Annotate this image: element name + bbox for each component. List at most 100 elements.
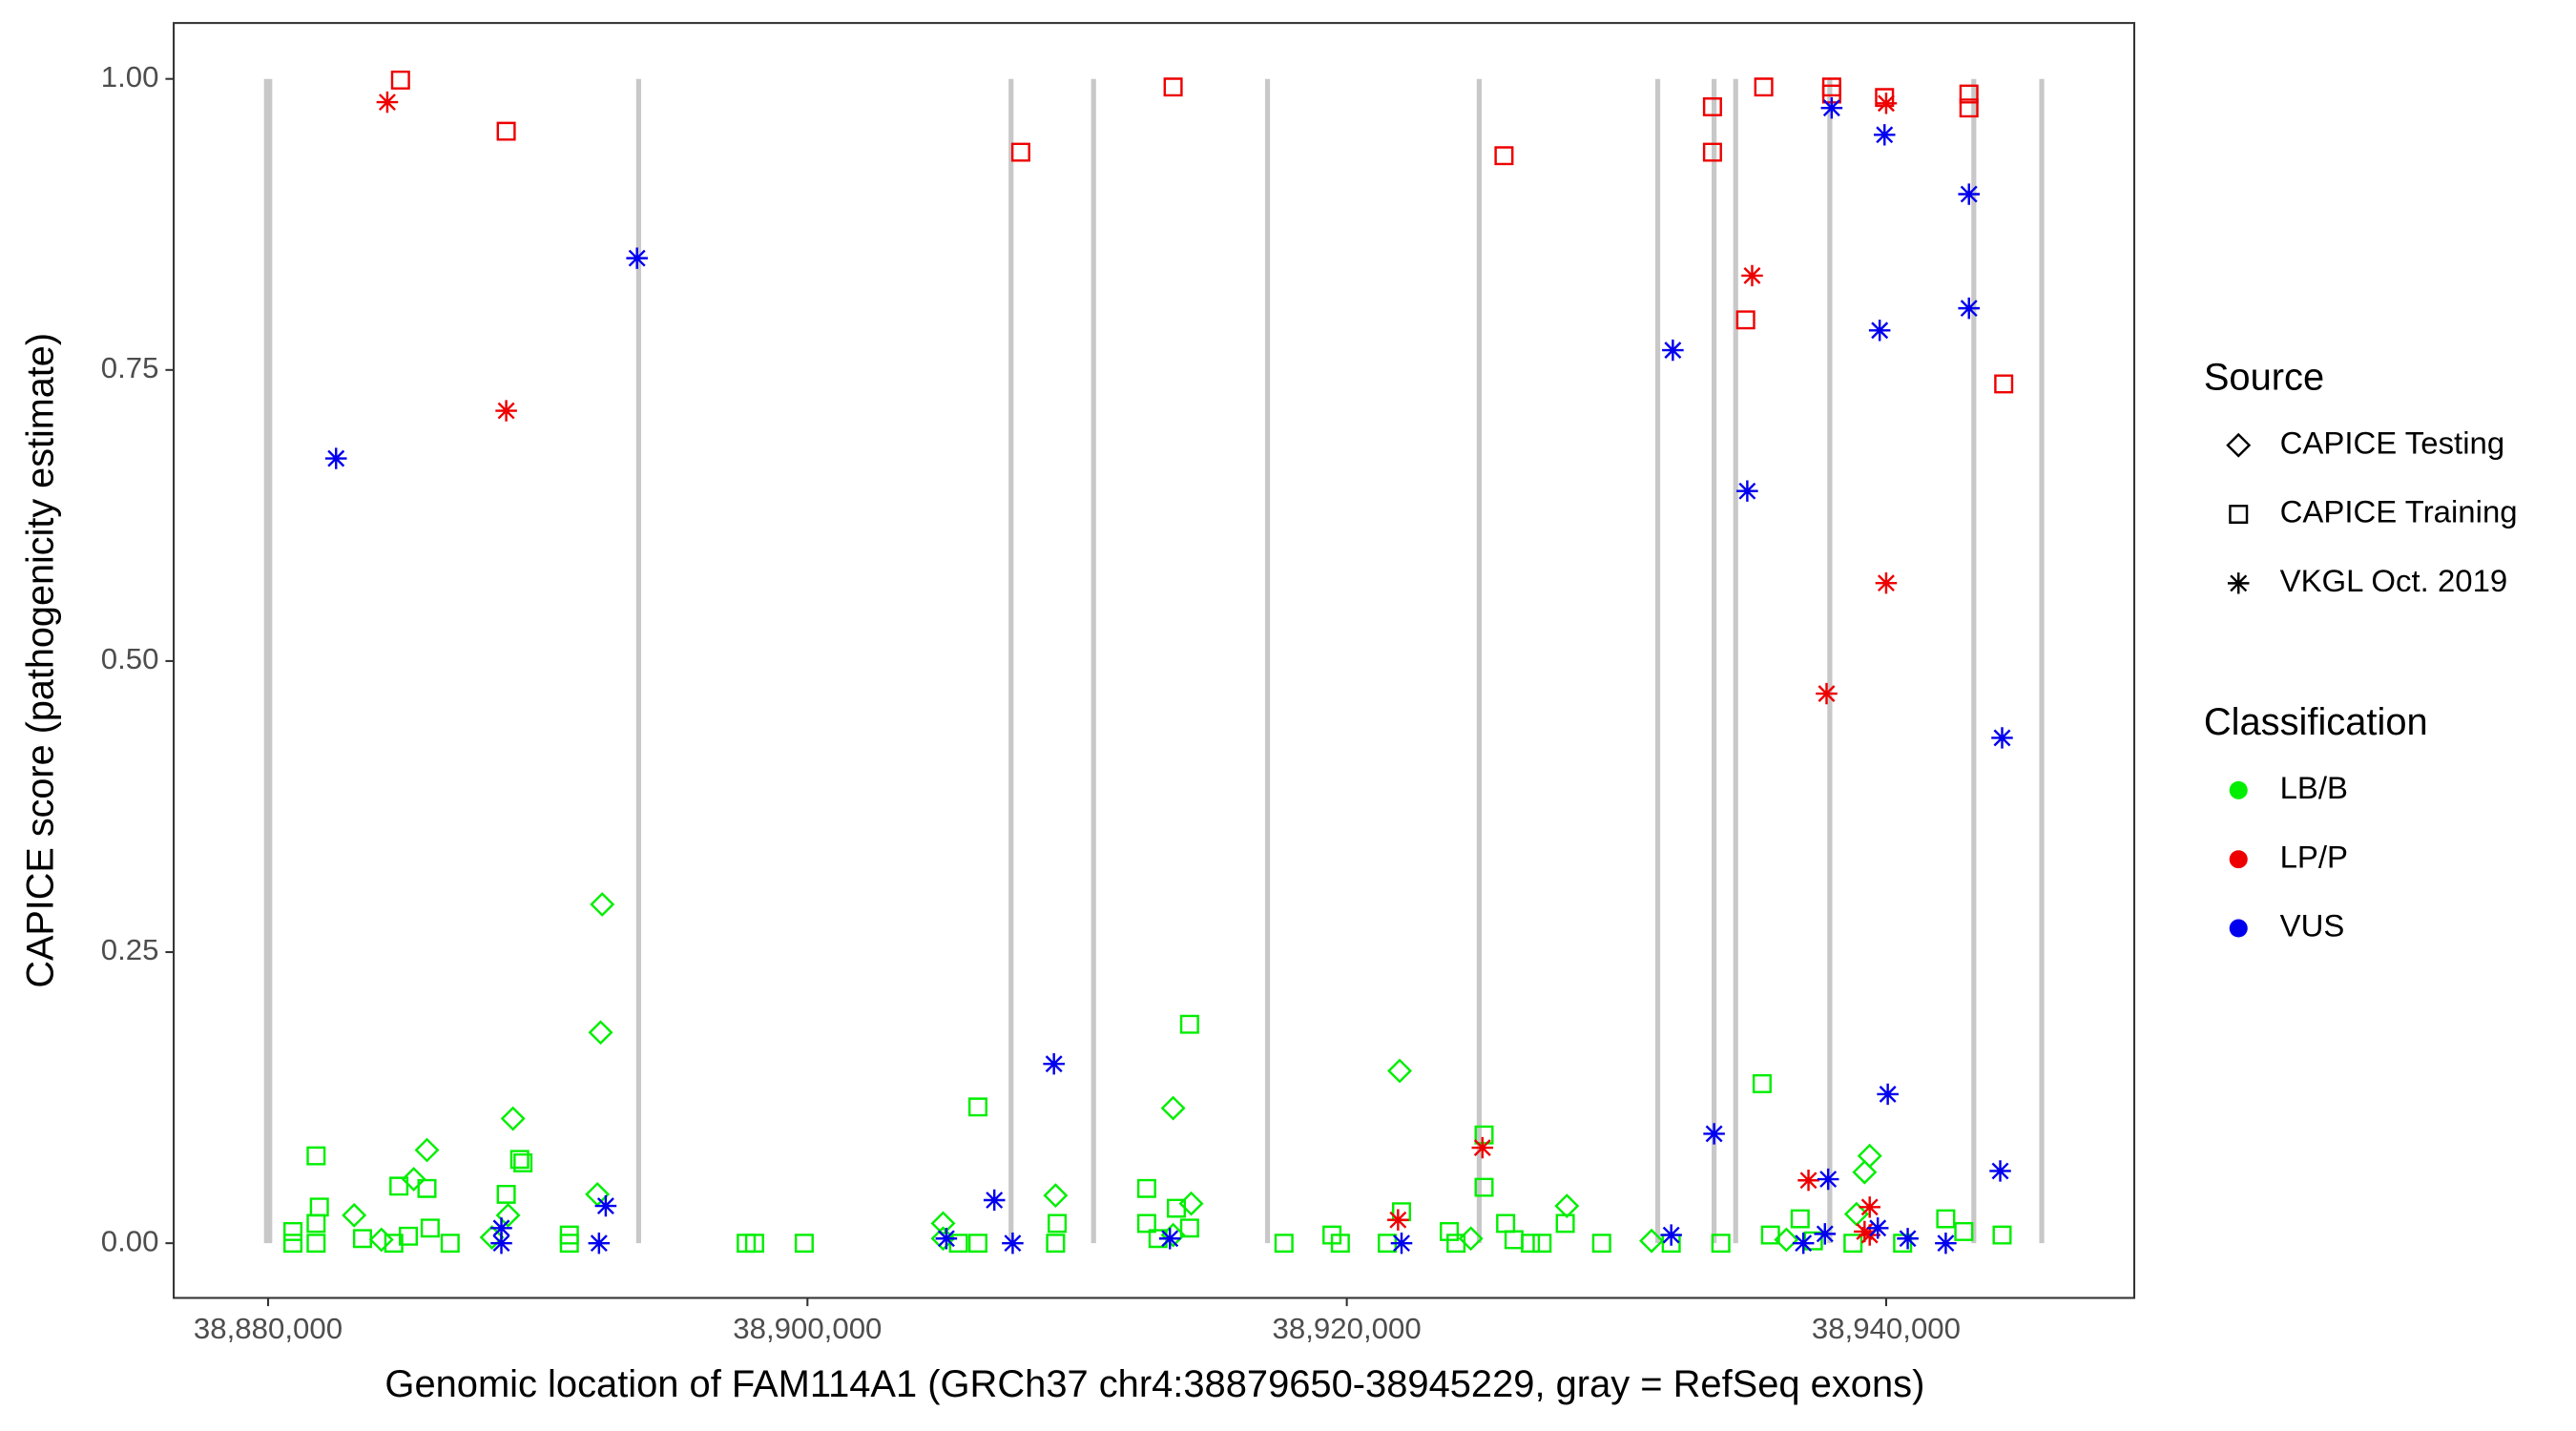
legend-title: Source: [2204, 356, 2324, 398]
point: [1179, 1014, 1199, 1034]
point: [1662, 339, 1684, 362]
point: [283, 1234, 303, 1254]
point: [594, 1194, 617, 1217]
point: [1936, 1209, 1956, 1229]
point: [1774, 1227, 1799, 1253]
point: [967, 1234, 987, 1254]
legend-text: VKGL Oct. 2019: [2280, 563, 2508, 598]
point: [1158, 1228, 1181, 1250]
point: [1446, 1234, 1466, 1254]
point: [420, 1218, 440, 1238]
point: [306, 1234, 326, 1254]
point: [1048, 1213, 1068, 1234]
y-tick-label: 0.75: [101, 351, 159, 384]
point: [1790, 1209, 1810, 1229]
point: [1792, 1232, 1815, 1255]
point: [588, 1232, 611, 1255]
x-tick-label: 38,900,000: [733, 1312, 882, 1345]
point: [324, 447, 347, 469]
point: [1735, 310, 1755, 330]
point: [1820, 97, 1843, 119]
point: [398, 1226, 418, 1246]
point: [1160, 1095, 1186, 1121]
y-tick-label: 1.00: [101, 60, 159, 93]
point: [1958, 183, 1980, 205]
legend-symbol: [2229, 850, 2248, 869]
x-tick-label: 38,940,000: [1812, 1312, 1961, 1345]
point: [1474, 1177, 1494, 1197]
legend-symbol: [2229, 919, 2248, 938]
point: [1797, 1170, 1819, 1192]
point: [440, 1234, 460, 1254]
point: [306, 1213, 326, 1234]
point: [1736, 480, 1758, 502]
point: [1390, 1232, 1413, 1255]
point: [1711, 1234, 1731, 1254]
point: [590, 892, 615, 917]
point: [376, 91, 399, 114]
x-tick-label: 38,920,000: [1273, 1312, 1422, 1345]
point: [495, 400, 517, 422]
point: [1160, 1222, 1186, 1248]
point: [490, 1217, 512, 1239]
point: [626, 247, 648, 269]
point: [1702, 142, 1722, 162]
point: [1741, 264, 1763, 287]
point: [1897, 1228, 1919, 1250]
point: [935, 1228, 958, 1250]
point: [1959, 98, 1979, 118]
point: [1866, 1217, 1889, 1239]
point: [1458, 1226, 1484, 1252]
point: [1859, 1196, 1880, 1218]
point: [1752, 1074, 1772, 1093]
point: [1002, 1232, 1024, 1255]
point: [342, 1202, 367, 1228]
point: [389, 1176, 409, 1196]
point: [1843, 1234, 1863, 1254]
point: [1010, 142, 1030, 162]
point: [1994, 374, 2014, 394]
legend-symbol: [2226, 432, 2252, 458]
point: [588, 1020, 613, 1046]
point: [1821, 84, 1841, 104]
point: [1991, 727, 2013, 749]
point: [496, 1184, 516, 1204]
point: [479, 1225, 505, 1250]
point: [513, 1152, 533, 1172]
point: [368, 1227, 394, 1253]
legend-text: LB/B: [2280, 770, 2348, 805]
point: [1387, 1209, 1409, 1231]
legend-symbol: [2229, 505, 2249, 524]
point: [1989, 1160, 2011, 1182]
point: [414, 1137, 440, 1163]
point: [1814, 1223, 1837, 1245]
legend-title: Classification: [2204, 701, 2428, 743]
point: [1873, 124, 1896, 146]
x-tick-label: 38,880,000: [194, 1312, 343, 1345]
point: [417, 1178, 437, 1198]
point: [1875, 93, 1898, 114]
point: [1378, 1234, 1398, 1254]
x-axis-title: Genomic location of FAM114A1 (GRCh37 chr…: [384, 1363, 1924, 1405]
point: [983, 1189, 1006, 1212]
point: [1163, 77, 1183, 97]
point: [948, 1234, 968, 1254]
point: [1816, 682, 1838, 705]
point: [1532, 1234, 1552, 1254]
y-tick-label: 0.00: [101, 1224, 159, 1257]
point: [1148, 1229, 1168, 1249]
y-tick-label: 0.50: [101, 642, 159, 675]
point: [794, 1234, 814, 1254]
point: [1136, 1213, 1156, 1234]
point: [1591, 1234, 1611, 1254]
point: [1639, 1228, 1665, 1254]
legend-text: VUS: [2280, 908, 2345, 944]
legend-symbol: [2229, 780, 2248, 799]
point: [1494, 146, 1514, 166]
point: [352, 1229, 372, 1249]
point: [559, 1234, 579, 1254]
point: [1166, 1198, 1187, 1218]
point: [1474, 1125, 1494, 1145]
